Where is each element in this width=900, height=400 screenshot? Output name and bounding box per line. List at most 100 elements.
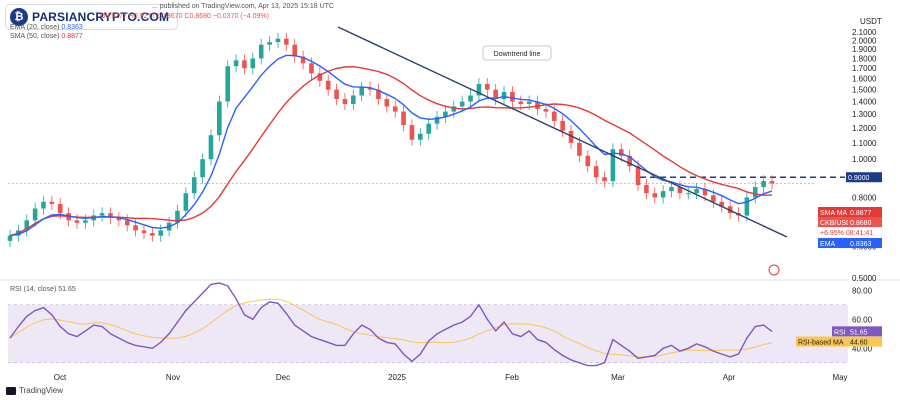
downtrend-label-box [482,45,552,61]
candle [334,89,339,100]
candle [49,201,55,204]
candle [83,220,88,223]
rsi-ma-tag-label: RSI-based MA [798,340,844,347]
rsi-tag-value-box [848,326,882,337]
candle [451,106,457,112]
candle [752,187,758,198]
candle [141,230,147,234]
brand-logo: ₿ PARSIANCRYPTO.COM [6,5,178,29]
rsi-y-tick-label: 60.00 [852,315,873,324]
candle [585,155,591,167]
rsi-line [9,282,773,367]
resistance-price-tag-box [846,172,882,183]
candle [99,213,105,216]
candle [493,89,498,100]
candle [7,235,13,241]
pair-tag-value-box [848,217,882,227]
sma-legend-value: 0.8877 [61,33,83,40]
ema-tag-label-box [818,238,848,248]
candle [702,189,708,196]
sma-tag-value-box [848,207,882,217]
candle [392,106,398,112]
pair-tag-label-box [818,217,848,227]
candle [761,181,766,188]
change-tag-box [818,227,882,237]
candle [309,63,314,74]
y-tick-label: 0.8000 [852,193,877,202]
candle [351,95,356,104]
candle [384,99,390,107]
sma-legend-label: SMA (50, close) [10,33,60,40]
candle [443,111,448,117]
candle [275,38,281,43]
candle [744,197,750,216]
candle [551,111,557,121]
ema-tag-label: EMA [820,241,836,248]
candle [376,89,381,100]
ema-20-line [9,54,773,237]
candle [459,101,465,107]
y-tick-label: 2.1000 [852,28,877,37]
candle [258,44,264,59]
candle [518,101,524,104]
candle [694,189,699,194]
y-tick-label: 1.1000 [852,139,877,148]
candle [719,201,725,207]
candle [484,84,490,90]
y-tick-label: 0.5000 [852,274,877,283]
bitcoin-icon: ₿ [10,8,28,26]
ohlc-readout: O0.9277 H0.9277 L0.8670 C0.8680 −0.0370 … [100,13,269,20]
x-tick-label: Feb [505,373,519,382]
sma-legend: SMA (50, close) 0.8877 [10,33,83,40]
candle [124,220,130,226]
candle [325,80,331,90]
x-tick-label: 2025 [388,373,406,382]
ema-legend-label: EMA (20, close) [10,24,60,31]
candle [175,210,180,223]
candle [434,116,440,124]
x-tick-label: Mar [611,373,625,382]
candle [660,191,666,198]
x-tick-label: May [832,373,847,382]
candle [158,230,164,236]
candle [627,155,632,167]
candle [208,135,214,160]
candle [24,220,30,231]
y-tick-label: 1.4000 [852,98,877,107]
candle [468,95,473,102]
y-tick-label: 1.9000 [852,45,877,54]
candle [635,166,641,186]
candle [593,166,599,178]
candle [57,203,63,214]
candle [41,201,46,209]
candle [359,87,364,96]
y-tick-label: 1.7000 [852,64,877,73]
candle [217,101,222,136]
sma-tag-value: 0.8877 [850,210,872,217]
candle [133,225,138,231]
candle [677,187,683,194]
pair-tag-value: 0.8680 [850,220,872,227]
candle [535,101,540,110]
pair-tag-label: CKB/USDT [820,220,856,227]
candle [317,73,323,81]
candle [116,217,122,221]
rsi-y-tick-label: 80.00 [852,286,873,295]
publish-line: ... published on TradingView.com, Apr 13… [152,3,334,10]
candle [267,42,272,45]
candle [250,58,256,69]
rsi-header: RSI (14, close) 51.65 [10,286,76,293]
candle [401,111,406,126]
candle [225,66,231,102]
candle [191,177,197,194]
rsi-ma-tag-label-box [796,336,848,347]
tradingview-icon [6,386,16,395]
candle [685,193,691,195]
ema-legend-value: 0.8363 [61,24,83,31]
candle [242,60,247,69]
candle [183,193,189,211]
candle [543,109,549,112]
y-tick-label: 1.6000 [852,75,877,84]
candle [711,195,716,202]
